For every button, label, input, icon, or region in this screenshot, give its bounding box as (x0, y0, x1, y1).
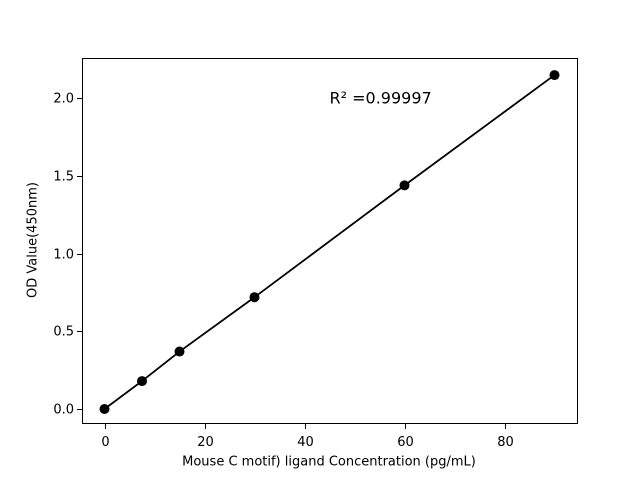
data-point (174, 346, 185, 357)
y-tick-label: 1.5 (53, 169, 74, 184)
x-tick-label: 60 (397, 435, 414, 450)
data-point (399, 180, 410, 191)
data-point (99, 404, 110, 415)
data-point (137, 376, 147, 387)
data-point (249, 292, 260, 303)
x-axis-label: Mouse C motif) ligand Concentration (pg/… (182, 454, 476, 470)
x-tick-label: 80 (497, 435, 514, 450)
y-tick-label: 2.0 (53, 91, 74, 106)
x-tick-label: 40 (297, 435, 314, 450)
standard-curve-line (103, 74, 556, 410)
y-tick-label: 0.0 (53, 402, 74, 417)
x-tick-label: 0 (101, 435, 110, 450)
y-tick-label: 1.0 (53, 247, 74, 262)
y-axis-label: OD Value(450nm) (25, 182, 41, 298)
axes-spines (82, 58, 578, 424)
data-point (549, 70, 560, 81)
x-tick-label: 20 (197, 435, 214, 450)
r-squared-annotation: R² =0.99997 (329, 88, 432, 108)
y-tick-label: 0.5 (53, 324, 74, 339)
